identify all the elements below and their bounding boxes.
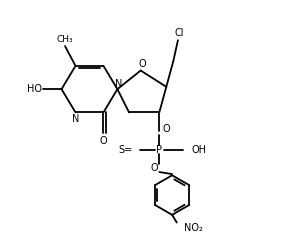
Text: HO: HO [27, 84, 42, 94]
Text: P: P [156, 145, 162, 155]
Text: S=: S= [118, 145, 133, 155]
Text: O: O [151, 163, 158, 173]
Text: O: O [162, 124, 169, 134]
Text: OH: OH [191, 145, 206, 155]
Text: N: N [115, 79, 122, 90]
Text: Cl: Cl [174, 28, 184, 38]
Text: CH₃: CH₃ [57, 35, 74, 44]
Text: NO₂: NO₂ [184, 223, 203, 233]
Text: O: O [138, 59, 146, 69]
Text: N: N [72, 114, 79, 124]
Text: O: O [100, 136, 107, 146]
